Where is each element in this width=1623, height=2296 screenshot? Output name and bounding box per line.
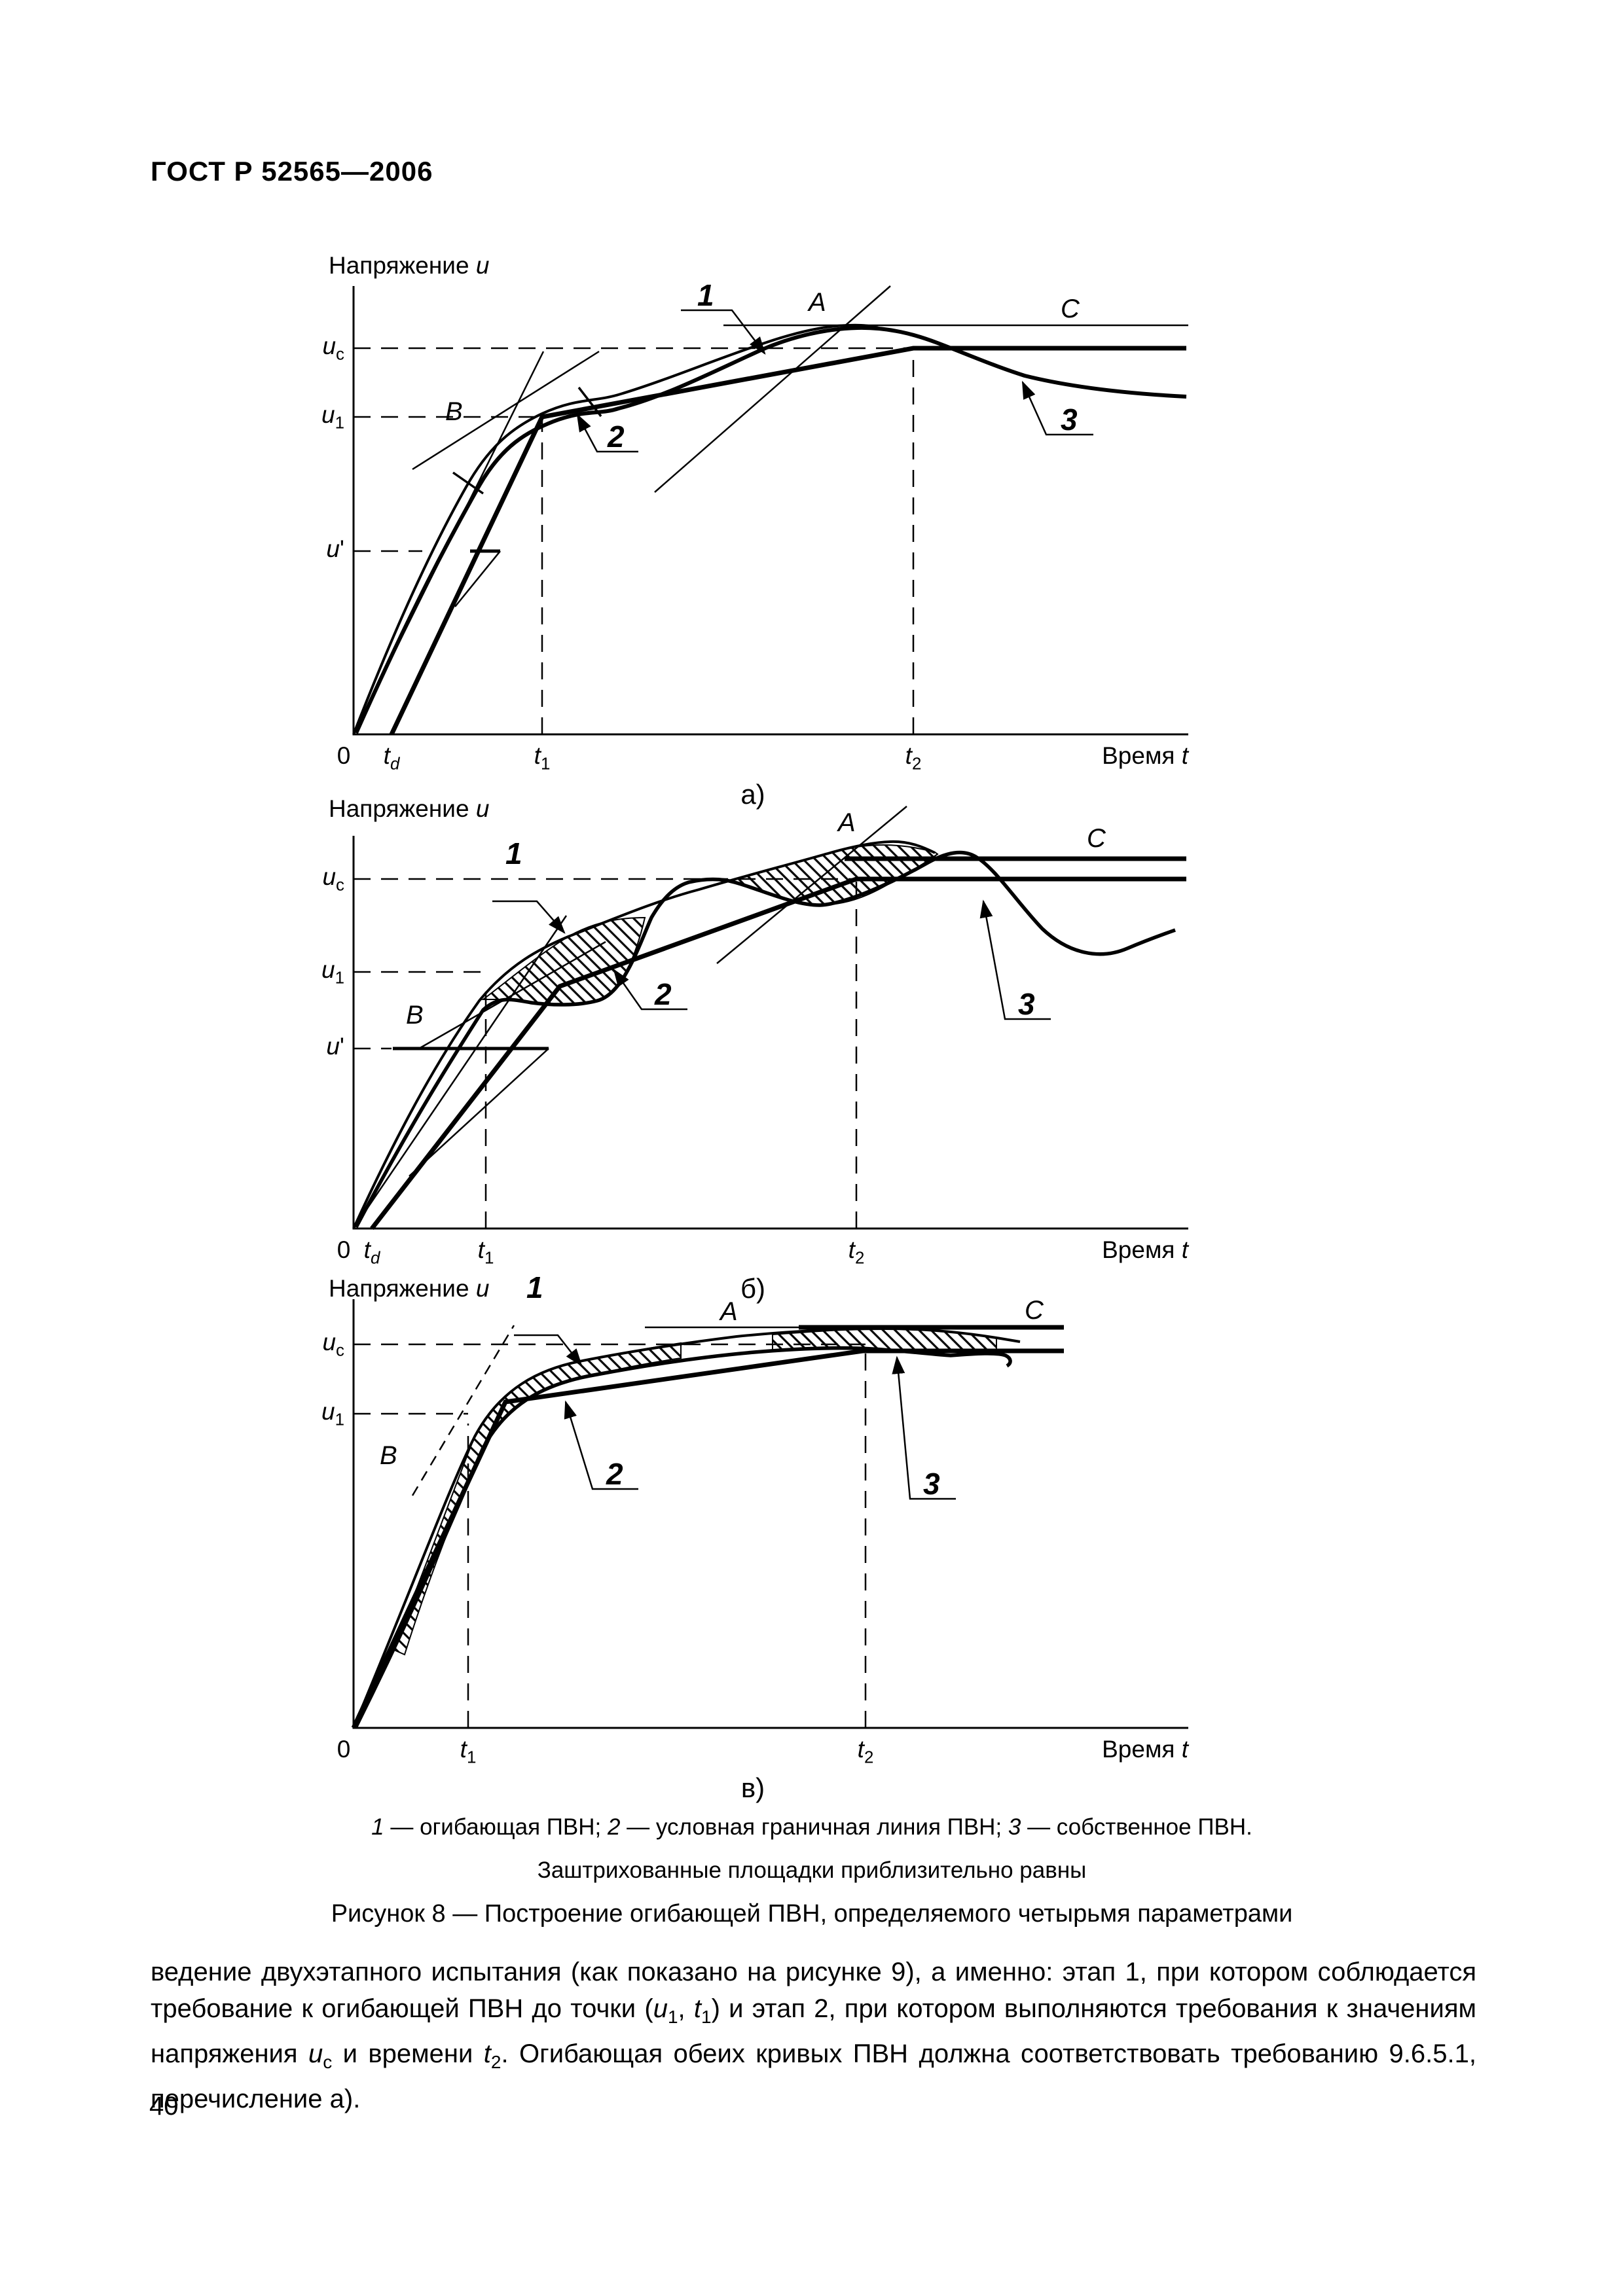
y-axis-label: Напряжение u — [329, 1275, 490, 1302]
graph-a-canvas — [352, 285, 1188, 736]
hatched-area-1 — [481, 916, 646, 1005]
curve-2-label: 2 — [606, 1457, 623, 1491]
y-axis-label: Напряжение u — [329, 795, 490, 822]
curve-3-own-trv — [354, 850, 1176, 1229]
y-tick-uc: uс — [322, 332, 344, 364]
hatched-area-1 — [392, 1342, 682, 1656]
graph-v-sublabel: в) — [740, 1772, 765, 1803]
curve-1-label: 1 — [526, 1270, 543, 1304]
y-tick-up: u' — [326, 535, 344, 562]
graph-b-canvas — [352, 806, 1188, 1230]
point-a-label: A — [720, 1297, 738, 1326]
figure8-graph-v: Напряжение u — [314, 1237, 1231, 1813]
x-tick-0: 0 — [337, 1236, 351, 1263]
curve-3-own-trv — [354, 325, 1187, 734]
x-tick-t2: t2 — [857, 1736, 874, 1767]
x-tick-t2: t2 — [905, 742, 922, 774]
y-axis-label: Напряжение u — [329, 252, 490, 279]
x-tick-t1: t1 — [534, 742, 551, 774]
curve-3-own-trv — [354, 1346, 1012, 1728]
figure8-graph-a: Напряжение u — [314, 243, 1231, 819]
graph-v-canvas — [351, 1299, 1188, 1729]
figure8-graph-b: Напряжение u — [314, 738, 1231, 1314]
y-tick-uc: uс — [322, 1329, 344, 1360]
curve-2-label: 2 — [608, 420, 625, 454]
y-tick-uc: uс — [322, 863, 344, 895]
point-a-label: A — [838, 808, 856, 837]
y-tick-u1: u1 — [321, 956, 344, 988]
figure-note: Заштрихованные площадки приблизительно р… — [537, 1857, 1087, 1883]
graph-b-sublabel: б) — [740, 1273, 766, 1304]
curve-1-envelope — [352, 323, 882, 735]
x-tick-td: td — [383, 742, 400, 774]
document-header: ГОСТ Р 52565—2006 — [151, 156, 433, 187]
curve-3-label: 3 — [923, 1467, 940, 1501]
figure-caption: Рисунок 8 — Построение огибающей ПВН, оп… — [331, 1900, 1293, 1928]
curve-1-label: 1 — [697, 278, 714, 312]
point-c-label: C — [1025, 1296, 1044, 1325]
point-b-label: B — [380, 1441, 397, 1470]
curve-1-envelope — [352, 840, 936, 1229]
figure-legend: 1 — огибающая ПВН; 2 — условная гранична… — [371, 1814, 1252, 1840]
curve-1-label: 1 — [505, 836, 522, 870]
x-axis-label: Время t — [1102, 1236, 1188, 1263]
x-tick-0: 0 — [337, 742, 351, 769]
x-axis-label: Время t — [1102, 1736, 1188, 1763]
curve-2-label: 2 — [655, 977, 672, 1011]
curve-3-label: 3 — [1061, 403, 1078, 437]
curve-3-label: 3 — [1018, 987, 1035, 1021]
point-b-label: B — [406, 1001, 424, 1030]
graph-a-sublabel: а) — [740, 779, 765, 810]
curve-2-boundary — [351, 1348, 1064, 1729]
body-paragraph: ведение двухэтапного испытания (как пока… — [151, 1958, 1476, 2113]
x-tick-t2: t2 — [848, 1236, 865, 1268]
page-number: 40 — [149, 2092, 179, 2121]
point-a-label: A — [809, 288, 826, 317]
point-c-label: C — [1087, 824, 1106, 853]
x-tick-td: td — [363, 1236, 380, 1268]
x-tick-t1: t1 — [477, 1236, 494, 1268]
y-tick-u1: u1 — [321, 1398, 344, 1429]
point-b-label: B — [445, 397, 463, 426]
point-c-label: C — [1061, 295, 1080, 323]
x-tick-0: 0 — [337, 1736, 351, 1763]
curve-2-boundary — [389, 346, 1186, 736]
y-tick-u1: u1 — [321, 401, 344, 433]
curve-1-envelope — [352, 1327, 1021, 1729]
x-tick-t1: t1 — [460, 1736, 477, 1767]
y-tick-up: u' — [326, 1033, 344, 1060]
curve-2-boundary — [370, 876, 1186, 1230]
x-axis-label: Время t — [1102, 742, 1188, 769]
axes — [352, 286, 1188, 736]
